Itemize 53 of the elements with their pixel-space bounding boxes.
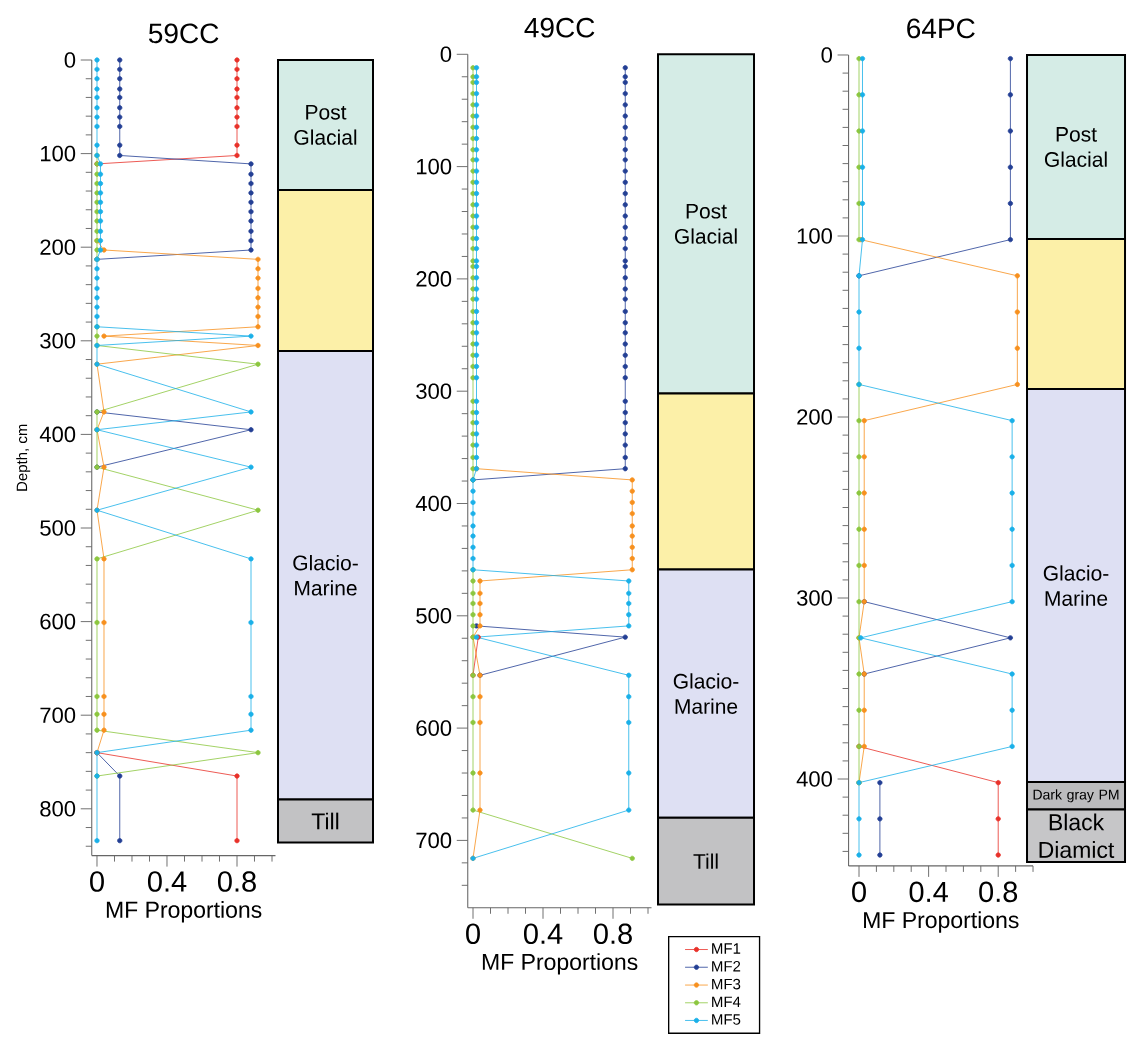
x-tick-label: 0.8 [593,923,632,945]
y-tick-label: 500 [40,520,76,536]
chart-title: 64PC [907,18,975,39]
y-tick-label: 700 [416,832,452,849]
x-axis-title: MF Proportions [482,953,638,975]
series-label: Till [693,853,718,869]
series-label: Dark gray PM [1033,789,1119,803]
series-label: Glacio-Marine [673,673,739,714]
chart-title: 49CC [524,17,595,38]
x-tick-label: 0 [852,881,866,903]
y-tick-label: 400 [39,426,76,443]
y-tick-label: 400 [415,495,452,512]
y-tick-label: 400 [796,771,832,787]
y-tick-label: 100 [417,158,452,175]
x-axis-title: MF Proportions [864,911,1019,933]
y-tick-label: 0 [64,52,76,68]
series-label: Black Diamict [1039,813,1115,859]
y-tick-label: 200 [416,271,452,287]
y-tick-label: 100 [41,145,76,162]
y-tick-label: 300 [796,590,832,606]
y-tick-label: 200 [40,239,76,255]
y-axis-title: Depth, cm [16,424,31,491]
y-tick-label: 500 [416,608,452,624]
y-tick-label: 300 [40,333,76,349]
x-tick-label: 0 [90,871,104,892]
legend-label: MF3 [712,978,741,990]
series-label: Glacio-Marine [293,554,358,596]
series-label: Post Glacial [294,105,357,145]
legend-label: MF4 [712,996,741,1007]
y-tick-label: 100 [797,228,832,244]
x-tick-label: 0.4 [909,881,948,903]
legend-label: MF5 [712,1014,741,1025]
y-tick-label: 0 [821,47,832,63]
y-tick-label: 600 [40,613,76,630]
y-tick-label: 700 [40,707,76,723]
x-tick-label: 0 [466,923,480,945]
series-label: Till [311,812,339,830]
x-axis-title: MF Proportions [106,901,262,923]
x-tick-label: 0.4 [147,871,187,892]
chart-title: 59CC [148,23,219,44]
x-tick-label: 0.8 [979,881,1018,903]
series-label: Glacio-Marine [1043,565,1109,606]
y-tick-label: 300 [416,383,452,399]
y-tick-label: 200 [797,409,832,425]
x-tick-label: 0.8 [217,871,256,892]
x-tick-label: 0.4 [523,923,563,945]
y-tick-label: 600 [416,720,452,736]
series-label: Post Glacial [674,203,737,244]
series-label: Post Glacial [1044,127,1107,167]
legend-label: MF2 [712,961,741,972]
y-tick-label: 800 [40,801,76,817]
legend-label: MF1 [712,943,741,954]
y-tick-label: 0 [440,46,452,63]
